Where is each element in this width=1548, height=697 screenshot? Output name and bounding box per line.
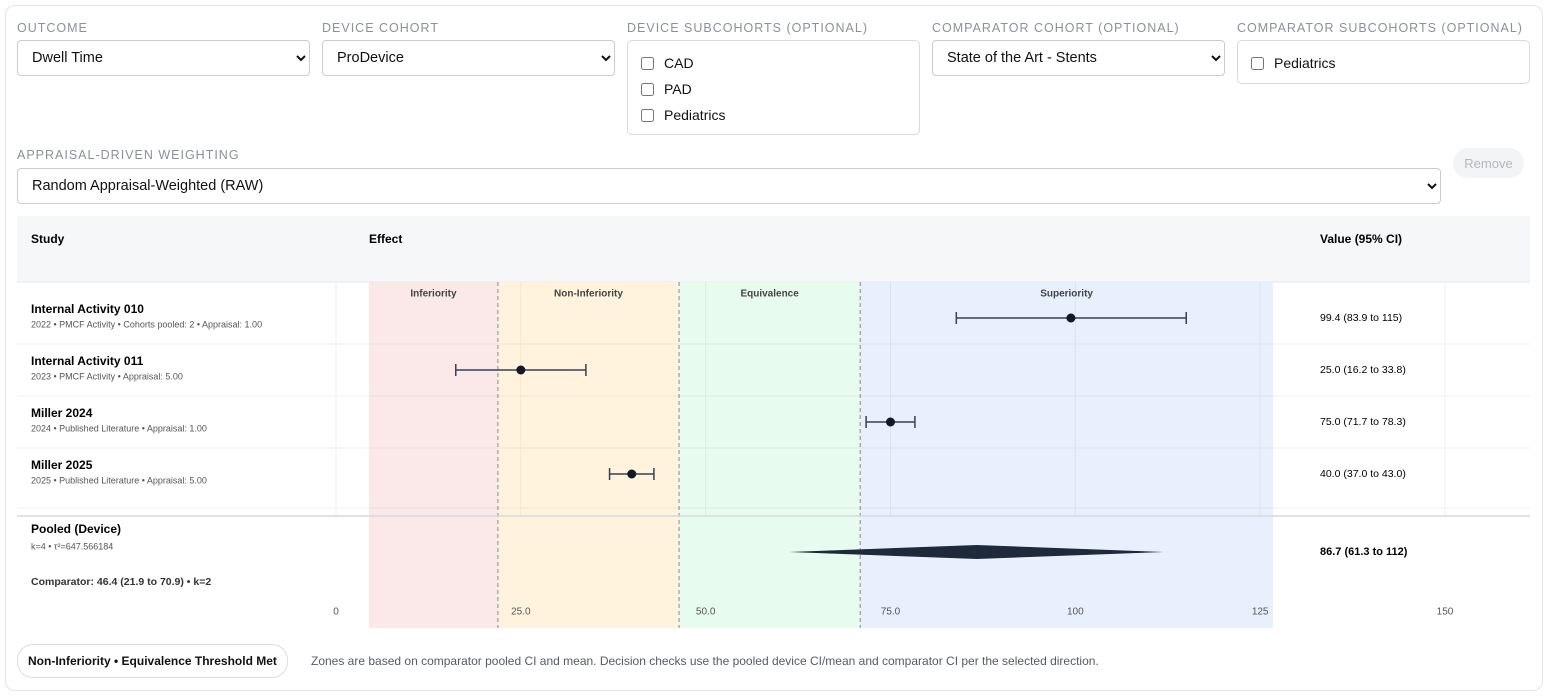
checkbox-option[interactable]: PAD <box>641 81 692 97</box>
checkbox-group: Pediatrics <box>1237 40 1530 84</box>
value-label: 40.0 (37.0 to 43.0) <box>1320 468 1406 480</box>
outcome-select[interactable]: Dwell Time <box>17 40 310 76</box>
zone-label: Inferiority <box>410 289 457 300</box>
x-tick-label: 150 <box>1437 607 1454 618</box>
value-label: 75.0 (71.7 to 78.3) <box>1320 416 1406 428</box>
study-details: 2022 • PMCF Activity • Cohorts pooled: 2… <box>31 319 262 329</box>
field-label: COMPARATOR COHORT (OPTIONAL) <box>932 21 1180 35</box>
study-details: 2024 • Published Literature • Appraisal:… <box>31 423 207 433</box>
field-label: OUTCOME <box>17 21 88 35</box>
column-header: Effect <box>369 232 402 246</box>
estimate-point <box>886 417 895 427</box>
zone <box>369 282 498 628</box>
zone-label: Equivalence <box>740 289 799 300</box>
study-name: Internal Activity 010 <box>31 302 144 316</box>
checkbox-label: PAD <box>664 81 692 97</box>
zone-label: Non-Inferiority <box>554 289 623 300</box>
pooled-diamond <box>789 545 1165 559</box>
comparator-cohort-select[interactable]: State of the Art - Stents <box>932 40 1225 76</box>
remove-button[interactable]: Remove <box>1453 148 1524 178</box>
pooled-value-label: 86.7 (61.3 to 112) <box>1320 546 1408 558</box>
value-label: 25.0 (16.2 to 33.8) <box>1320 364 1406 376</box>
estimate-point <box>1066 313 1076 323</box>
checkbox-label: CAD <box>664 55 694 71</box>
checkbox[interactable] <box>641 82 654 96</box>
footer-note: Zones are based on comparator pooled CI … <box>311 654 1099 668</box>
checkbox-option[interactable]: CAD <box>641 55 694 71</box>
checkbox[interactable] <box>641 56 654 70</box>
weighting-select[interactable]: Random Appraisal-Weighted (RAW) <box>17 168 1441 204</box>
field-label: COMPARATOR SUBCOHORTS (OPTIONAL) <box>1237 21 1523 35</box>
zone-label: Superiority <box>1040 289 1093 300</box>
device-cohort-select[interactable]: ProDevice <box>322 40 615 76</box>
pooled-name: Pooled (Device) <box>31 522 121 536</box>
checkbox[interactable] <box>1251 56 1264 70</box>
pooled-details: k=4 • τ²=647.566184 <box>31 541 113 551</box>
field-label: APPRAISAL-DRIVEN WEIGHTING <box>17 148 240 162</box>
zone <box>679 282 861 628</box>
checkbox[interactable] <box>641 108 654 122</box>
checkbox-option[interactable]: Pediatrics <box>1251 55 1335 71</box>
study-name: Miller 2024 <box>31 406 93 420</box>
estimate-point <box>627 469 637 479</box>
x-tick-label: 25.0 <box>511 607 531 618</box>
zone <box>860 282 1273 628</box>
study-details: 2023 • PMCF Activity • Appraisal: 5.00 <box>31 371 183 381</box>
checkbox-label: Pediatrics <box>664 107 726 123</box>
field-label: DEVICE COHORT <box>322 21 439 35</box>
checkbox-option[interactable]: Pediatrics <box>641 107 725 123</box>
x-tick-label: 75.0 <box>881 607 901 618</box>
column-header: Value (95% CI) <box>1320 232 1402 246</box>
estimate-point <box>516 365 526 375</box>
zone <box>497 282 680 628</box>
field-label: DEVICE SUBCOHORTS (OPTIONAL) <box>627 21 868 35</box>
study-details: 2025 • Published Literature • Appraisal:… <box>31 475 207 485</box>
value-label: 99.4 (83.9 to 115) <box>1320 312 1402 324</box>
checkbox-label: Pediatrics <box>1274 55 1336 71</box>
study-name: Miller 2025 <box>31 458 93 472</box>
checkbox-group: CAD PAD Pediatrics <box>627 40 920 135</box>
comparator-summary: Comparator: 46.4 (21.9 to 70.9) • k=2 <box>31 576 211 588</box>
x-tick-label: 50.0 <box>696 607 716 618</box>
study-name: Internal Activity 011 <box>31 354 144 368</box>
status-badge: Non-Inferiority • Equivalence Threshold … <box>17 644 288 678</box>
x-tick-label: 125 <box>1252 607 1269 618</box>
panel <box>5 5 1543 691</box>
table-header <box>17 216 1530 282</box>
forest-plot: Study Effect Value (95% CI) Inferiority Non-… <box>17 216 1530 628</box>
column-header: Study <box>31 232 65 246</box>
x-tick-label: 100 <box>1067 607 1084 618</box>
x-tick-label: 0 <box>333 607 339 618</box>
